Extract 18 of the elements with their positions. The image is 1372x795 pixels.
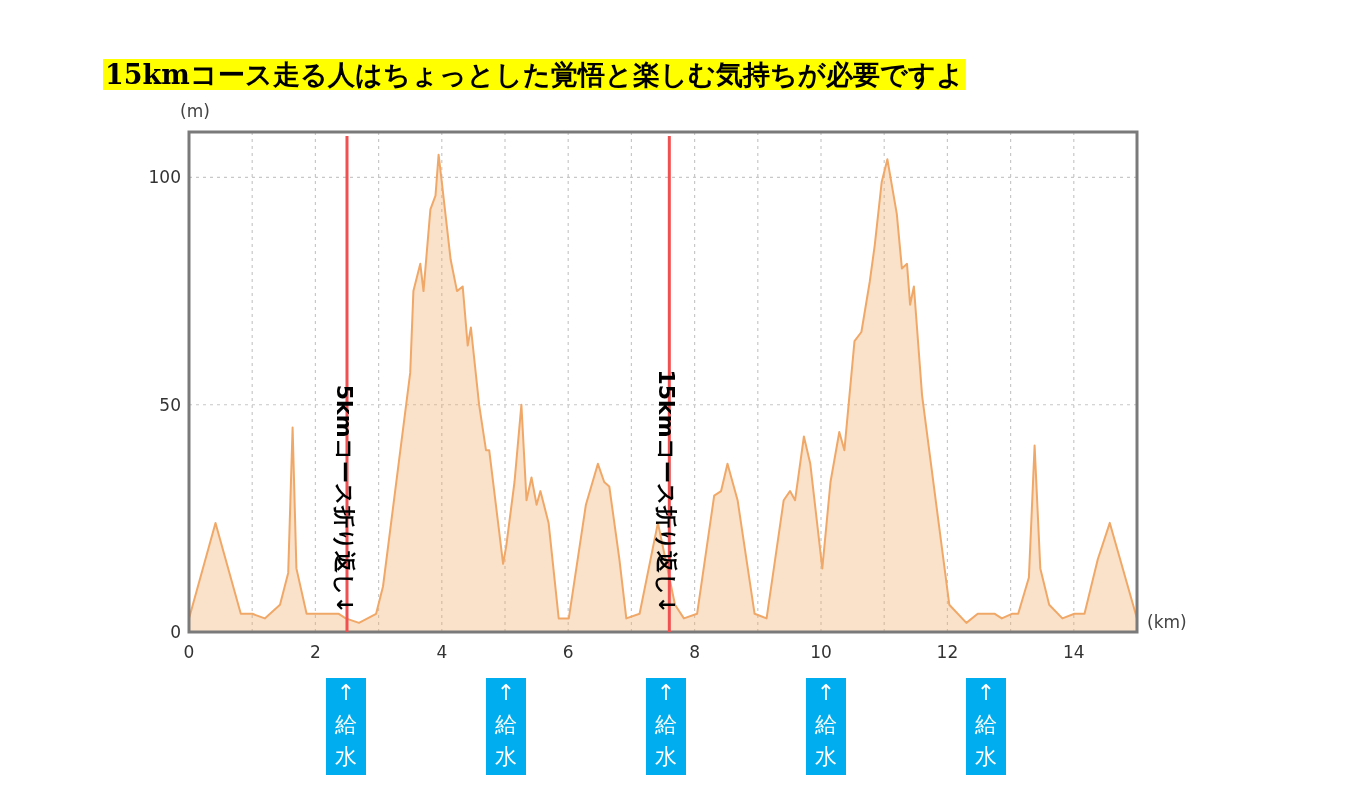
annotation: ↑給水 <box>966 678 1006 775</box>
annotation: ↑給水 <box>486 678 526 775</box>
x-tick-label: 10 <box>810 642 832 662</box>
x-tick-label: 2 <box>309 642 321 662</box>
annotation: ↑給水 <box>646 678 686 775</box>
y-tick-label: 0 <box>170 622 181 642</box>
x-tick-label: 14 <box>1062 642 1085 662</box>
y-axis-title: (m) <box>180 101 210 121</box>
x-tick-label: 4 <box>436 642 448 662</box>
annotation: ↑給水 <box>326 678 366 775</box>
x-tick-label: 6 <box>562 642 574 662</box>
x-tick-label: 0 <box>183 642 195 662</box>
x-tick-label: 12 <box>936 642 959 662</box>
x-tick-label: 8 <box>689 642 701 662</box>
y-tick-label: 100 <box>148 167 181 188</box>
y-tick-label: 50 <box>159 394 181 415</box>
x-axis-title: (km) <box>1147 612 1187 632</box>
annotation: ↑給水 <box>806 678 846 775</box>
